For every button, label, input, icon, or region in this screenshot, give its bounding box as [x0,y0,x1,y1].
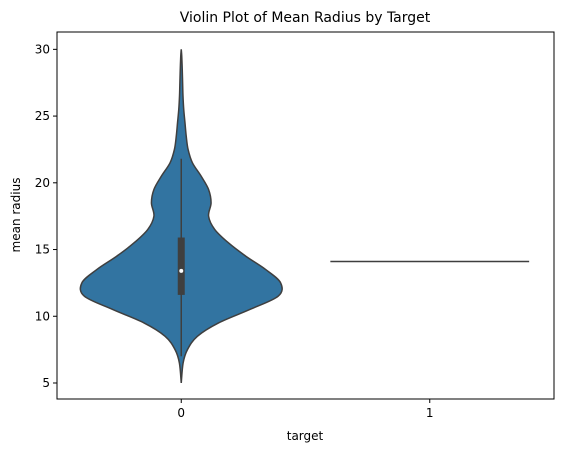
plot-frame [56,31,555,400]
y-tick-label: 5 [42,376,50,390]
plot-area [79,49,530,384]
violin-box [177,237,185,295]
y-tick-label: 25 [35,109,50,123]
x-axis-label: target [287,429,324,443]
x-tick-label: 1 [426,406,434,420]
y-tick-label: 10 [35,309,50,323]
x-tick-label: 0 [177,406,185,420]
chart-title: Violin Plot of Mean Radius by Target [180,10,431,26]
y-axis: 5 10 15 20 25 30 [35,42,57,390]
y-tick-label: 20 [35,176,50,190]
y-tick-label: 30 [35,42,50,56]
y-tick-label: 15 [35,243,50,257]
y-axis-label: mean radius [9,178,23,253]
violin-median [179,268,184,273]
